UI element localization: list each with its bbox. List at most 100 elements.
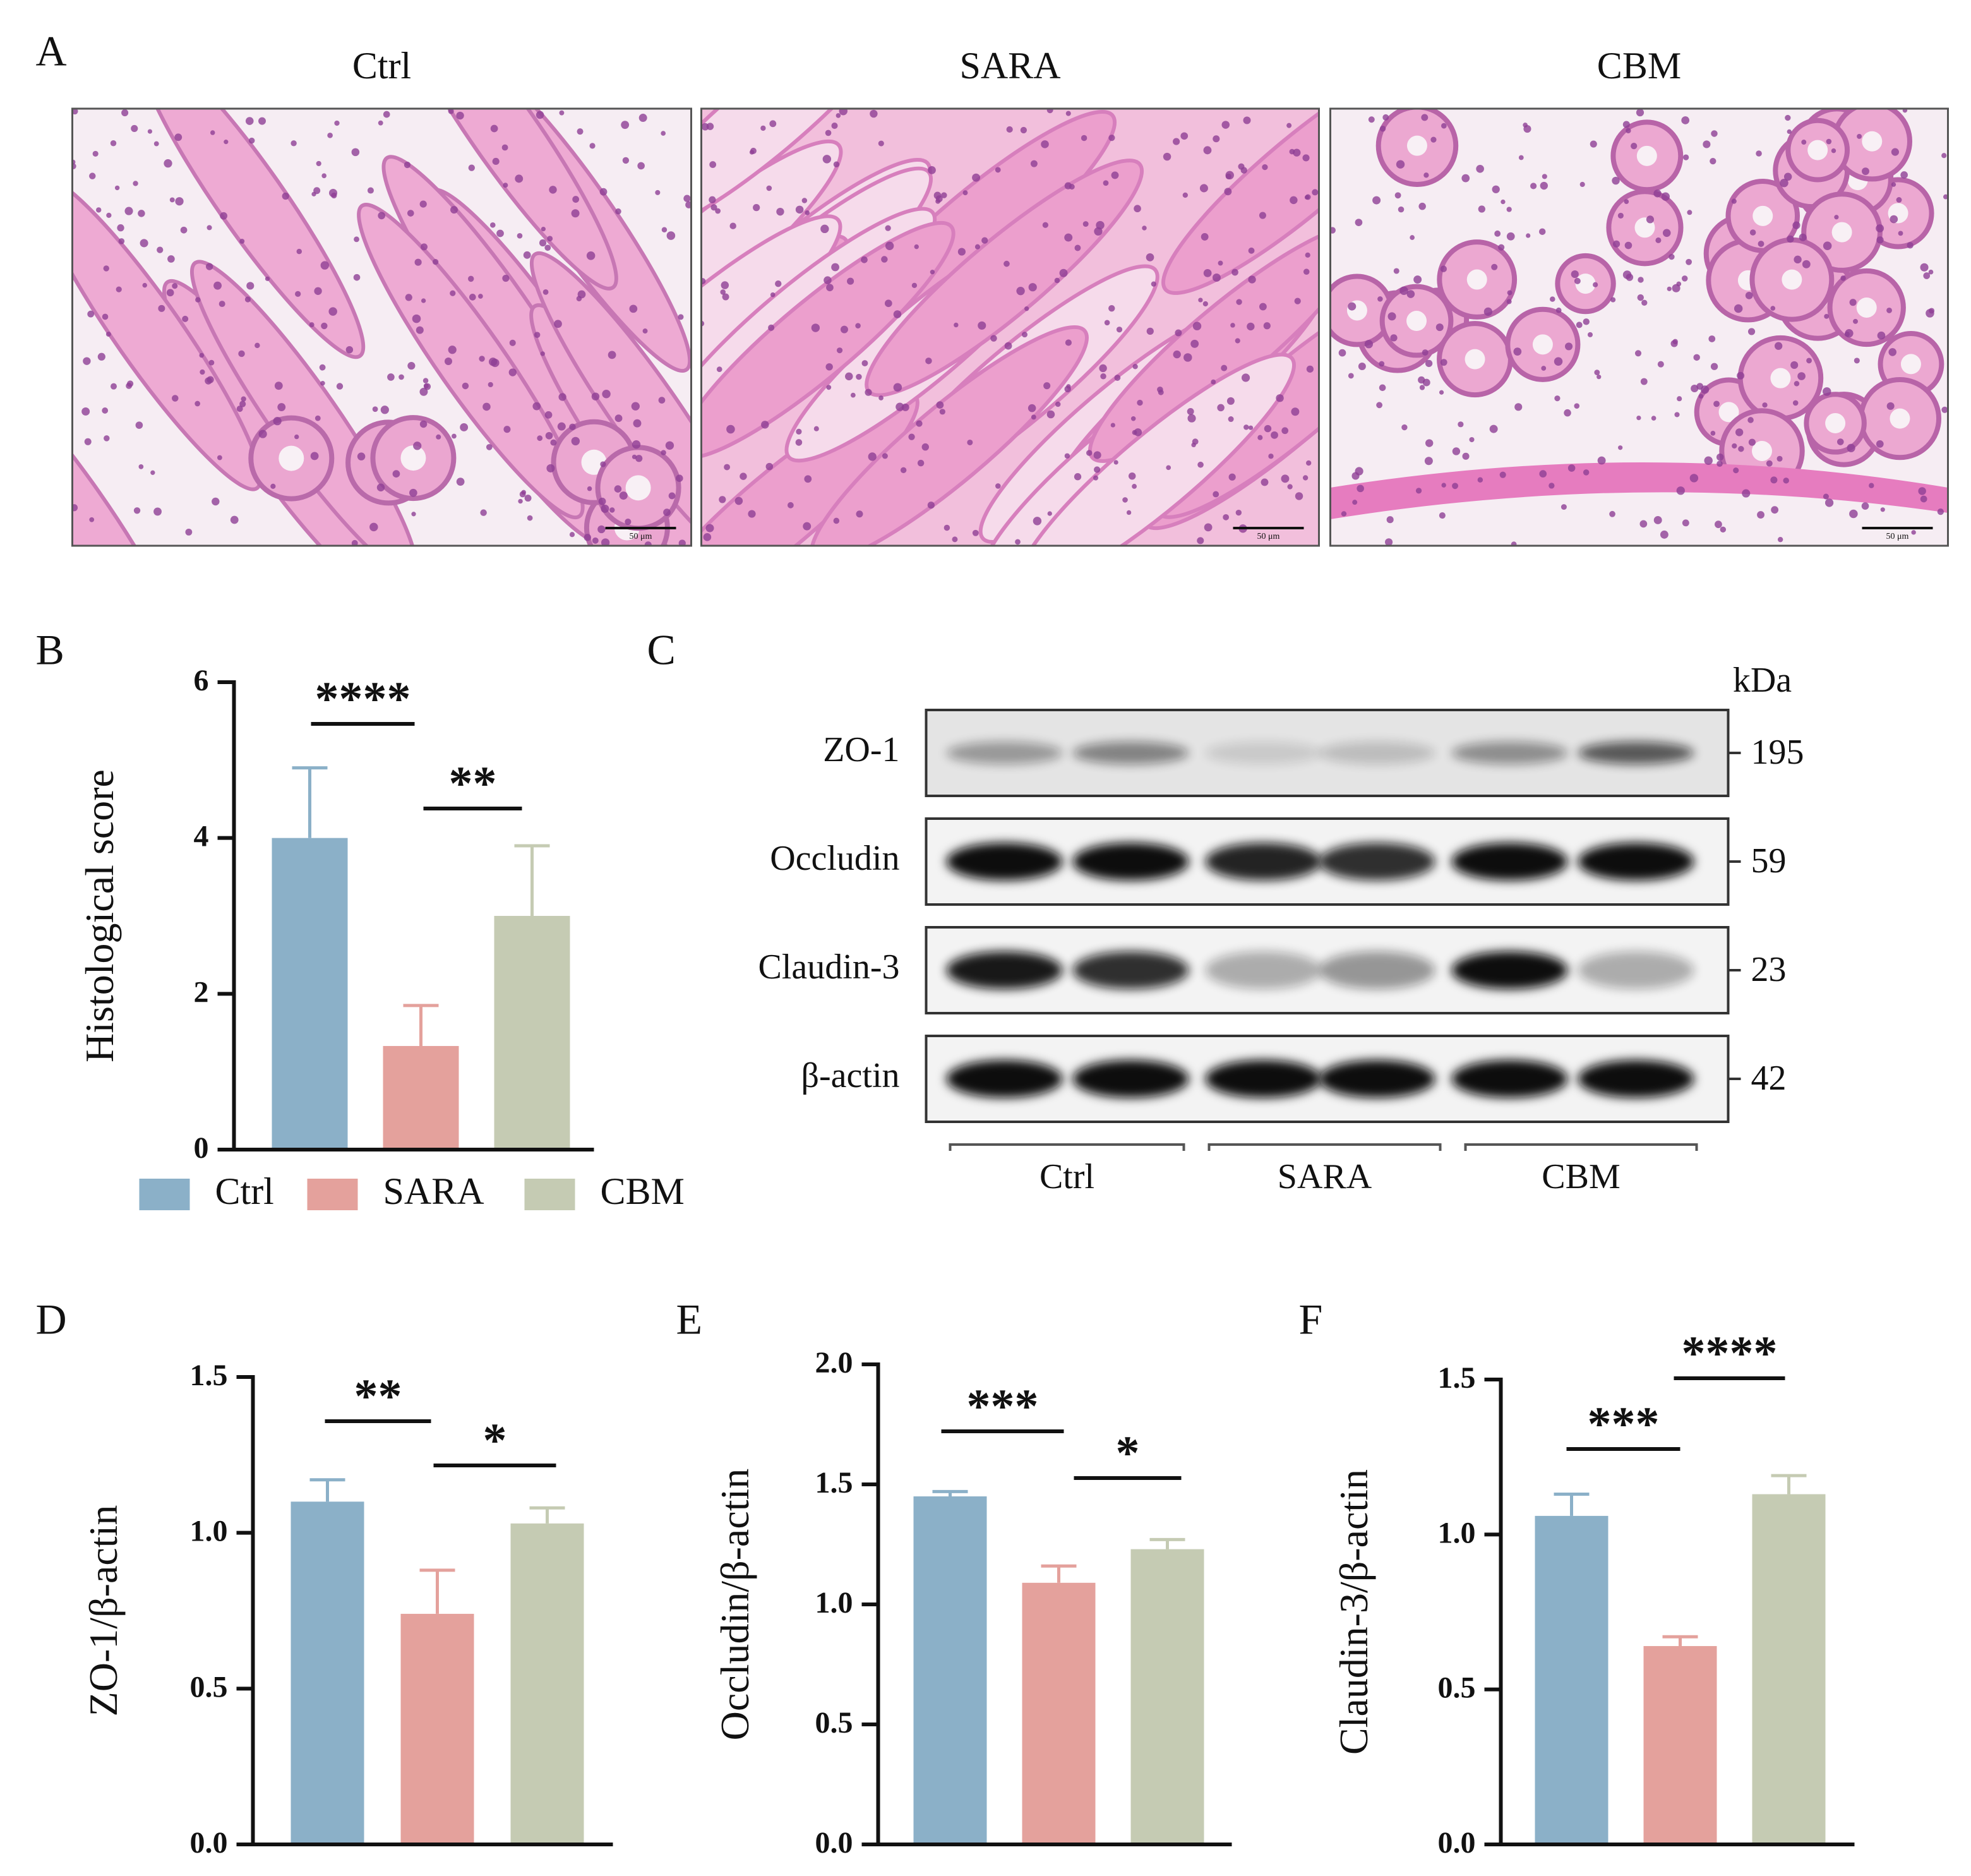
bar bbox=[272, 838, 348, 1150]
nucleus bbox=[840, 325, 848, 334]
nucleus bbox=[1132, 484, 1137, 489]
nucleus bbox=[456, 478, 465, 486]
nucleus bbox=[126, 382, 132, 389]
nucleus bbox=[1617, 212, 1624, 219]
nucleus bbox=[822, 155, 832, 164]
blot-band bbox=[946, 951, 1063, 989]
nucleus bbox=[1065, 111, 1071, 116]
nucleus bbox=[1511, 541, 1517, 546]
nucleus bbox=[1564, 409, 1571, 417]
nucleus bbox=[482, 402, 491, 411]
nucleus bbox=[195, 297, 201, 303]
nucleus bbox=[1348, 373, 1354, 379]
group-label: Ctrl bbox=[1039, 1157, 1094, 1196]
lumen bbox=[1900, 354, 1921, 375]
nucleus bbox=[1777, 536, 1783, 543]
nucleus bbox=[311, 191, 316, 196]
nucleus bbox=[957, 248, 966, 256]
y-tick-label: 0.5 bbox=[1438, 1671, 1476, 1705]
nucleus bbox=[1561, 504, 1567, 510]
nucleus bbox=[614, 414, 623, 423]
nucleus bbox=[460, 423, 469, 431]
nucleus bbox=[1834, 215, 1839, 220]
nucleus bbox=[468, 275, 474, 282]
nucleus bbox=[1734, 304, 1743, 313]
nucleus bbox=[1498, 244, 1505, 251]
nucleus bbox=[407, 361, 416, 370]
nucleus bbox=[703, 533, 712, 541]
weight-label: 23 bbox=[1751, 950, 1787, 989]
nucleus bbox=[1943, 194, 1948, 200]
nucleus bbox=[811, 323, 820, 332]
nucleus bbox=[503, 426, 511, 433]
nucleus bbox=[1235, 338, 1240, 344]
nucleus bbox=[1231, 268, 1238, 276]
nucleus bbox=[1822, 387, 1831, 396]
blot-band bbox=[1072, 1060, 1189, 1098]
nucleus bbox=[952, 536, 958, 543]
nucleus bbox=[1854, 358, 1860, 364]
nucleus bbox=[1918, 487, 1926, 495]
nucleus bbox=[1386, 516, 1394, 524]
nucleus bbox=[387, 373, 395, 381]
nucleus bbox=[1262, 164, 1268, 171]
nucleus bbox=[1660, 530, 1668, 539]
nucleus bbox=[277, 403, 286, 411]
nucleus bbox=[930, 269, 935, 275]
histology-image bbox=[72, 109, 692, 546]
nucleus bbox=[760, 125, 766, 131]
nucleus bbox=[1787, 235, 1794, 243]
nucleus bbox=[1715, 520, 1722, 529]
nucleus bbox=[1672, 339, 1678, 345]
muscle-layer bbox=[1330, 462, 1948, 519]
lumen bbox=[1770, 368, 1791, 388]
nucleus bbox=[1191, 442, 1196, 448]
crypt bbox=[357, 203, 585, 520]
nucleus bbox=[1203, 146, 1212, 155]
nucleus bbox=[1203, 268, 1212, 277]
nucleus bbox=[600, 461, 606, 467]
nucleus bbox=[661, 227, 668, 232]
bar bbox=[383, 1045, 459, 1150]
nucleus bbox=[855, 323, 861, 328]
nucleus bbox=[1235, 509, 1242, 516]
nucleus bbox=[571, 436, 580, 446]
nucleus bbox=[1774, 342, 1783, 350]
nucleus bbox=[1046, 109, 1053, 114]
blot-band bbox=[1072, 951, 1189, 989]
nucleus bbox=[166, 289, 174, 297]
nucleus bbox=[1636, 415, 1641, 421]
nucleus bbox=[1401, 424, 1408, 431]
nucleus bbox=[1069, 184, 1075, 190]
nucleus bbox=[1681, 116, 1690, 124]
nucleus bbox=[541, 226, 546, 232]
nucleus bbox=[1794, 255, 1802, 264]
nucleus bbox=[1198, 298, 1203, 303]
nucleus bbox=[1439, 390, 1444, 395]
nucleus bbox=[169, 197, 175, 203]
blot-band bbox=[946, 742, 1063, 764]
nucleus bbox=[1330, 227, 1336, 234]
nucleus bbox=[1424, 457, 1433, 466]
nucleus bbox=[1033, 517, 1042, 526]
bar bbox=[510, 1523, 584, 1844]
nucleus bbox=[676, 474, 683, 482]
nucleus bbox=[701, 278, 706, 284]
nucleus bbox=[1074, 473, 1082, 481]
nucleus bbox=[599, 188, 608, 196]
nucleus bbox=[501, 144, 508, 151]
nucleus bbox=[1259, 212, 1266, 219]
nucleus bbox=[1230, 323, 1235, 328]
nucleus bbox=[502, 274, 510, 282]
nucleus bbox=[1192, 322, 1202, 330]
nucleus bbox=[1093, 475, 1099, 481]
legend-label: Ctrl bbox=[215, 1170, 274, 1212]
nucleus bbox=[1204, 523, 1213, 532]
nucleus bbox=[422, 378, 429, 383]
nucleus bbox=[631, 402, 640, 411]
nucleus bbox=[1223, 514, 1230, 520]
protein-label: β-actin bbox=[801, 1056, 900, 1095]
y-tick-label: 0.5 bbox=[815, 1706, 853, 1740]
nucleus bbox=[320, 261, 330, 270]
